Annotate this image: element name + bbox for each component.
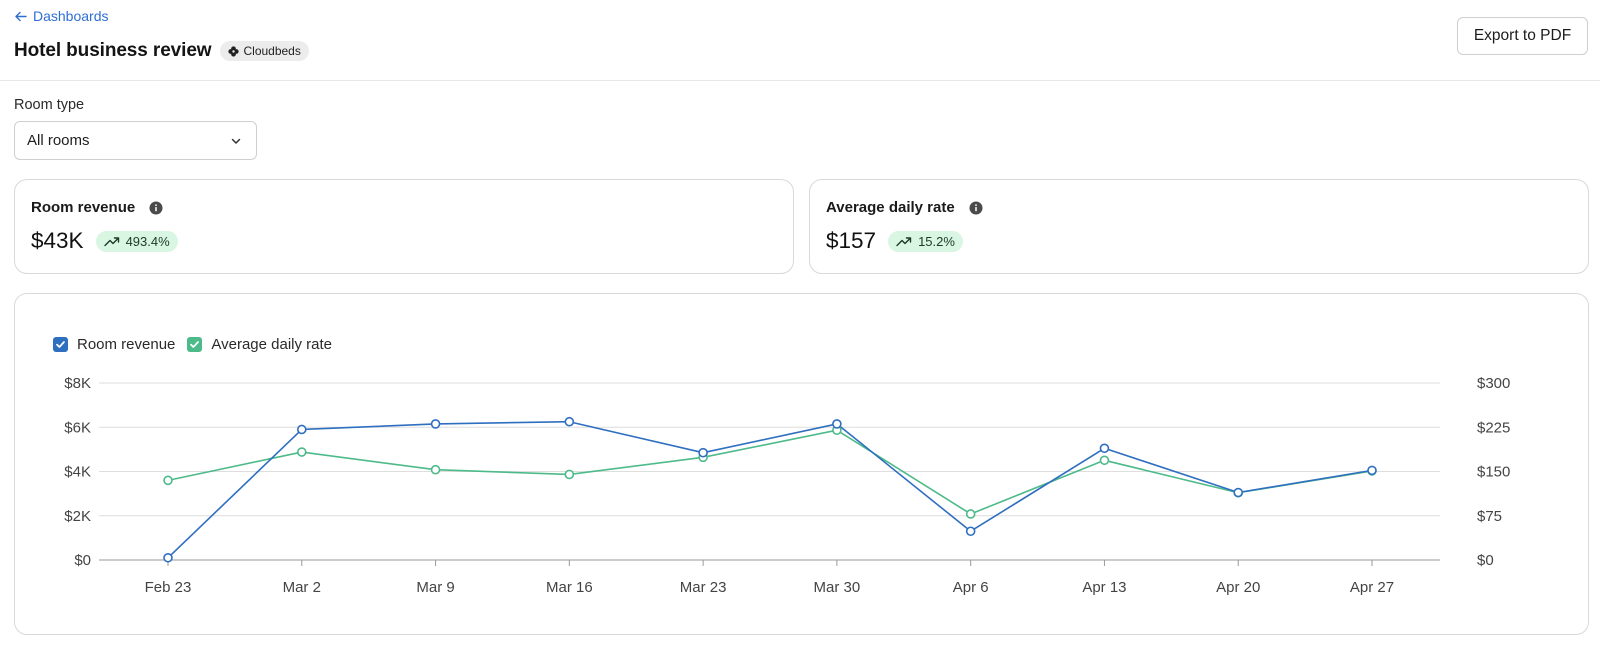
- legend-label: Average daily rate: [211, 336, 333, 353]
- data-point-average-daily-rate: [1099, 455, 1110, 466]
- header-divider: [0, 80, 1600, 81]
- kpi-card-average-daily-rate: Average daily rate $157 15.2%: [809, 179, 1589, 274]
- kpi-title: Average daily rate: [826, 199, 955, 216]
- kpi-delta-value: 15.2%: [918, 233, 955, 249]
- x-tick-label: Apr 27: [1350, 579, 1394, 596]
- y-right-tick-label: $150: [1477, 464, 1510, 481]
- room-type-select[interactable]: All rooms: [14, 121, 257, 160]
- x-tick-label: Apr 13: [1082, 579, 1126, 596]
- x-tick-label: Mar 23: [680, 579, 727, 596]
- info-icon[interactable]: [149, 201, 163, 215]
- x-tick-label: Mar 16: [546, 579, 593, 596]
- y-left-tick-label: $4K: [64, 464, 91, 481]
- data-point-room-revenue: [1099, 443, 1110, 454]
- kpi-delta-badge: 493.4%: [95, 230, 178, 252]
- data-point-average-daily-rate: [430, 464, 441, 475]
- data-point-average-daily-rate: [163, 475, 173, 486]
- trend-up-icon: [896, 237, 912, 247]
- chart-card: Room revenue Average daily rate $0 $0 $2K $…: [14, 293, 1589, 635]
- page-title: Hotel business review: [14, 40, 212, 61]
- checkbox-checked-icon[interactable]: [53, 337, 68, 352]
- x-tick-label: Mar 30: [814, 579, 861, 596]
- back-to-dashboards-link[interactable]: Dashboards: [14, 8, 109, 24]
- data-point-room-revenue: [965, 526, 976, 537]
- kpi-value: $43K: [31, 228, 84, 253]
- source-badge: Cloudbeds: [220, 41, 309, 61]
- room-type-value: All rooms: [27, 132, 90, 149]
- trend-up-icon: [103, 237, 119, 247]
- y-left-tick-label: $8K: [64, 375, 91, 392]
- data-point-room-revenue: [163, 552, 173, 563]
- series-line-average-daily-rate: [167, 429, 1373, 515]
- info-icon[interactable]: [969, 201, 983, 215]
- x-tick-label: Mar 9: [416, 579, 454, 596]
- data-point-room-revenue: [296, 424, 307, 435]
- back-link-label: Dashboards: [33, 8, 109, 24]
- y-left-tick-label: $2K: [64, 508, 91, 525]
- kpi-delta-badge: 15.2%: [888, 230, 963, 252]
- arrow-left-icon: [15, 11, 27, 21]
- line-chart: $0 $0 $2K $75 $4K $150 $6K $225 $8K $300 Feb 23 Mar…: [64, 375, 1510, 596]
- checkbox-checked-icon[interactable]: [187, 337, 203, 352]
- export-pdf-button[interactable]: Export to PDF: [1457, 17, 1588, 55]
- data-point-room-revenue: [698, 447, 708, 458]
- data-point-average-daily-rate: [296, 447, 307, 457]
- series-line-room-revenue: [167, 420, 1373, 559]
- x-tick-label: Feb 23: [145, 579, 192, 596]
- legend-item-average-daily-rate[interactable]: Average daily rate: [187, 336, 332, 353]
- data-point-room-revenue: [430, 419, 441, 429]
- data-point-average-daily-rate: [965, 509, 976, 519]
- kpi-title: Room revenue: [31, 199, 136, 216]
- chart-legend: Room revenue Average daily rate: [53, 336, 332, 353]
- x-tick-label: Apr 6: [953, 579, 989, 596]
- y-left-tick-label: $6K: [64, 419, 91, 436]
- data-point-room-revenue: [832, 419, 842, 429]
- x-tick-label: Mar 2: [283, 579, 321, 596]
- title-row: Hotel business review Cloudbeds: [14, 40, 309, 62]
- data-point-room-revenue: [1233, 487, 1244, 498]
- kpi-value: $157: [826, 228, 877, 253]
- kpi-card-room-revenue: Room revenue $43K 493.4%: [14, 179, 794, 274]
- data-point-room-revenue: [1367, 465, 1377, 476]
- y-right-tick-label: $300: [1477, 375, 1510, 392]
- source-badge-label: Cloudbeds: [243, 44, 301, 58]
- data-point-room-revenue: [564, 416, 575, 427]
- legend-label: Room revenue: [77, 336, 176, 353]
- y-right-tick-label: $0: [1477, 552, 1494, 569]
- data-point-average-daily-rate: [564, 469, 575, 480]
- chevron-down-icon: [231, 138, 241, 144]
- room-type-label: Room type: [14, 97, 85, 113]
- kpi-delta-value: 493.4%: [125, 233, 170, 249]
- cloudbeds-logo-icon: [228, 45, 240, 57]
- y-right-tick-label: $75: [1477, 508, 1502, 525]
- y-left-tick-label: $0: [74, 552, 91, 569]
- x-tick-label: Apr 20: [1216, 579, 1260, 596]
- legend-item-room-revenue[interactable]: Room revenue: [53, 336, 175, 353]
- y-right-tick-label: $225: [1477, 419, 1510, 436]
